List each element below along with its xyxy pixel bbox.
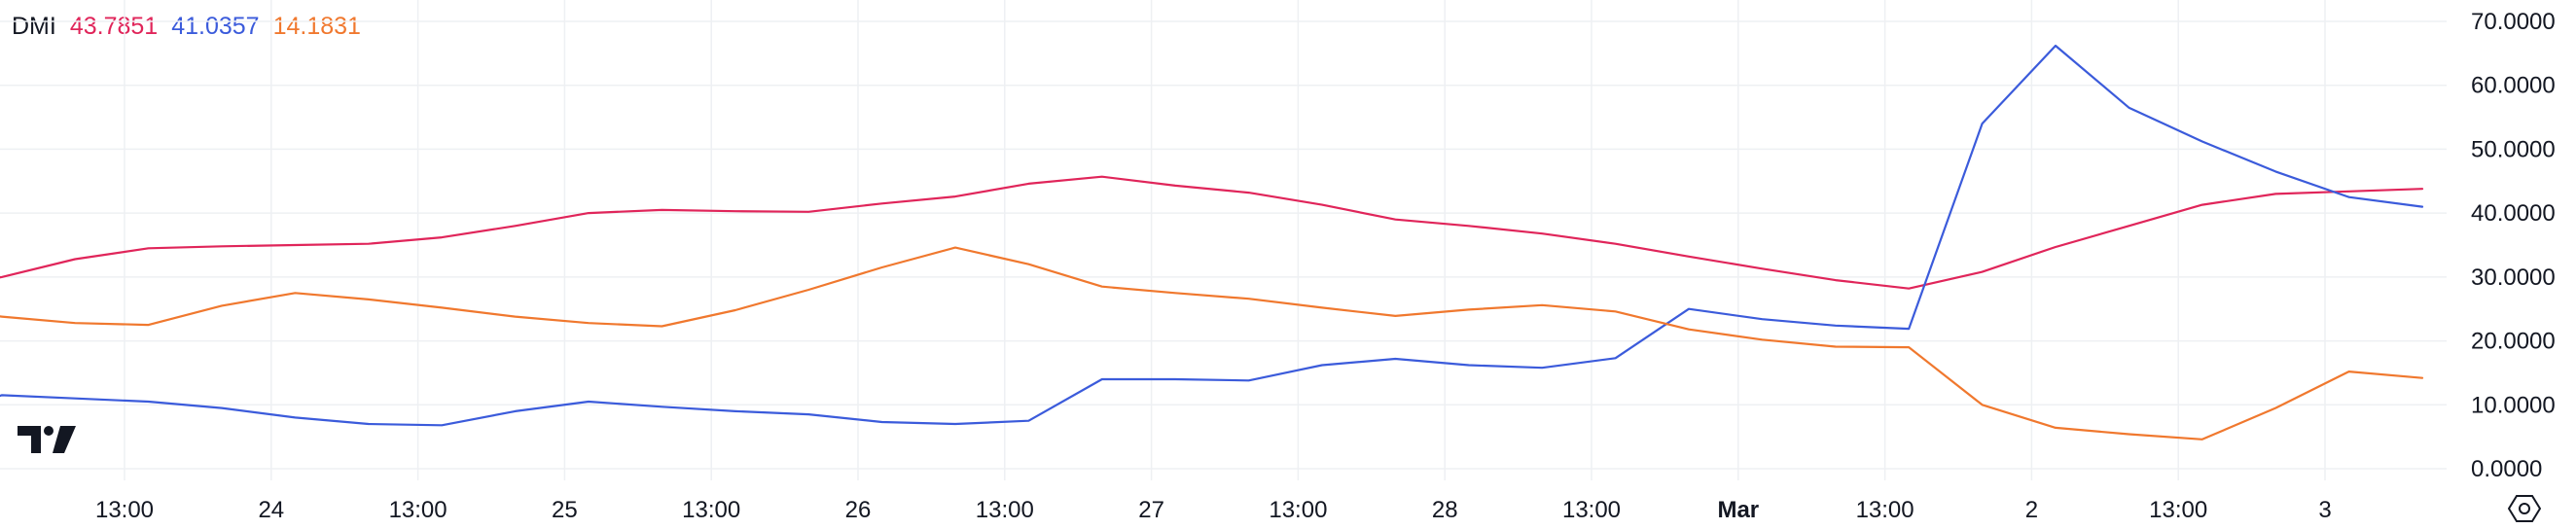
x-tick-label: 24 [258, 497, 284, 523]
x-tick-label: 27 [1138, 497, 1164, 523]
x-axis[interactable]: 13:00 24 13:00 25 13:00 26 13:00 27 13:00 28 13:00… [95, 497, 2332, 523]
grid-lines [0, 0, 2447, 480]
x-tick-label: 28 [1432, 497, 1458, 523]
series-line-adx[interactable] [0, 175, 2424, 404]
plus-di-value: 41.0357 [171, 13, 260, 40]
x-tick-label: 13:00 [976, 497, 1034, 523]
series-line-minusdi[interactable] [0, 246, 2424, 441]
x-tick-label: 25 [552, 497, 578, 523]
y-tick-label: 40.0000 [2471, 200, 2556, 227]
y-tick-label: 0.0000 [2471, 456, 2542, 482]
x-tick-label: 13:00 [95, 497, 154, 523]
x-tick-label: 13:00 [389, 497, 447, 523]
y-axis[interactable]: 70.0000 60.0000 50.0000 40.0000 30.0000 20.00… [2471, 9, 2556, 482]
x-tick-label: 26 [845, 497, 872, 523]
indicator-legend[interactable]: DMI 43.7851 41.0357 14.1831 [12, 10, 361, 43]
series-lines [0, 44, 2424, 441]
x-tick-label: 2 [2025, 497, 2038, 523]
x-tick-label: 13:00 [2149, 497, 2207, 523]
y-tick-label: 70.0000 [2471, 9, 2556, 35]
series-line-plusdi[interactable] [0, 44, 2424, 437]
x-tick-label: 13:00 [1562, 497, 1621, 523]
y-tick-label: 20.0000 [2471, 329, 2556, 355]
minus-di-value: 14.1831 [272, 13, 361, 40]
y-tick-label: 30.0000 [2471, 264, 2556, 291]
indicator-title: DMI [12, 13, 56, 40]
y-tick-label: 10.0000 [2471, 392, 2556, 418]
x-tick-label: Mar [1717, 497, 1759, 523]
y-tick-label: 50.0000 [2471, 136, 2556, 162]
adx-value: 43.7851 [69, 13, 159, 40]
x-tick-label: 13:00 [682, 497, 740, 523]
y-tick-label: 60.0000 [2471, 73, 2556, 99]
x-tick-label: 13:00 [1856, 497, 1914, 523]
x-tick-label: 3 [2318, 497, 2331, 523]
x-tick-label: 13:00 [1269, 497, 1327, 523]
